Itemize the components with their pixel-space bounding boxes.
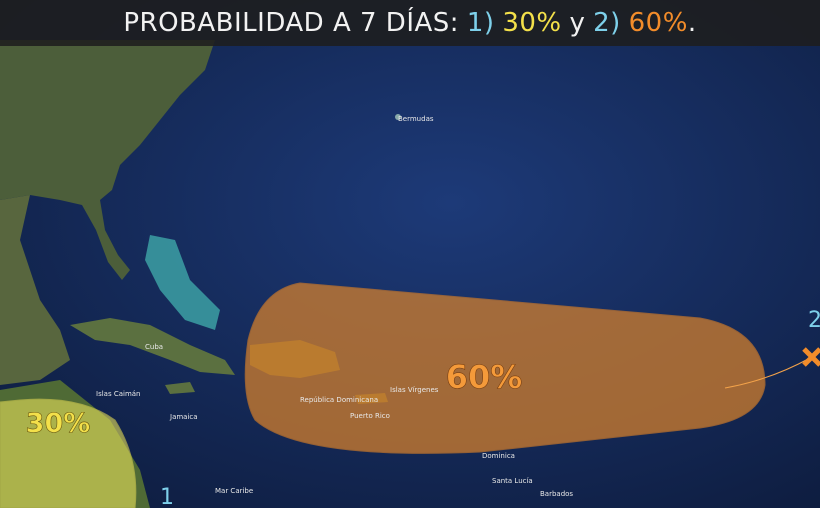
title-text: 60% (628, 8, 688, 38)
place-label: Islas Vírgenes (390, 386, 439, 394)
bahamas-banks (145, 235, 220, 330)
area-1 (0, 398, 137, 508)
place-label: Bermudas (398, 115, 434, 123)
area-2-number: 2 (808, 308, 820, 333)
place-label: Dominica (482, 452, 515, 460)
area-1-number: 1 (160, 485, 174, 508)
track-line (724, 357, 811, 389)
title-text: PROBABILIDAD A 7 DÍAS: (123, 8, 460, 38)
title-text: 30% (502, 8, 562, 38)
place-label: Cuba (145, 343, 163, 351)
area-2 (244, 282, 766, 454)
land-usa (0, 40, 215, 280)
place-label: Barbados (540, 490, 573, 498)
title-bar: PROBABILIDAD A 7 DÍAS: 1) 30% y 2) 60% . (0, 0, 820, 46)
title-text: 1) (466, 8, 495, 38)
area-2-probability: 60% (446, 358, 523, 396)
title-text: . (687, 8, 697, 38)
title-text: y (569, 8, 586, 38)
land-jamaica (165, 382, 195, 394)
land-cuba (70, 318, 235, 375)
disturbance-x (802, 347, 820, 367)
place-label: Puerto Rico (350, 412, 390, 420)
place-label: Islas Caimán (96, 390, 141, 398)
place-label: República Dominicana (300, 396, 378, 404)
area-1-probability: 30% (26, 408, 91, 439)
place-label: Mar Caribe (215, 487, 253, 495)
land-mexico (0, 195, 70, 385)
land-bermuda (395, 114, 401, 120)
place-label: Jamaica (169, 413, 198, 421)
title-text: 2) (593, 8, 621, 38)
place-label: Santa Lucía (492, 477, 533, 485)
